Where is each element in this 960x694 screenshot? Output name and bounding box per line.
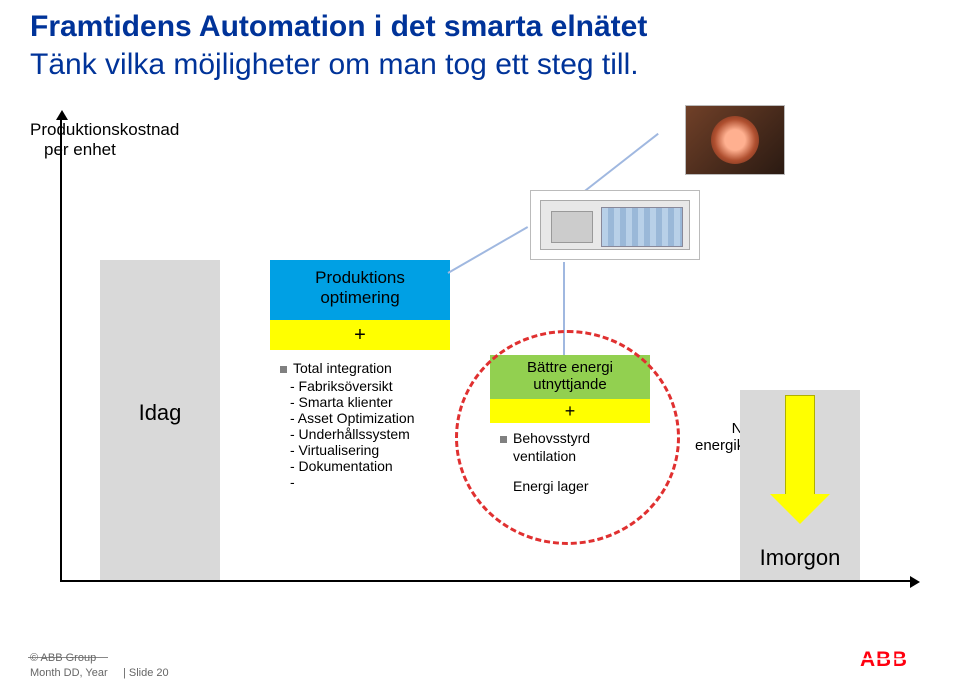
opt-list-item: - Dokumentation (280, 458, 480, 474)
abb-logo: ABB (860, 645, 930, 678)
opt-list-item: - Fabriksöversikt (280, 378, 480, 394)
container-image (530, 190, 700, 260)
y-axis-label-line1: Produktionskostnad (30, 120, 179, 140)
turbine-image (685, 105, 785, 175)
connector-line (448, 226, 529, 274)
x-axis (60, 580, 910, 582)
opt-box-plus: + (270, 320, 450, 350)
slide-title-line2: Tänk vilka möjligheter om man tog ett st… (30, 48, 639, 82)
idag-label: Idag (100, 400, 220, 426)
y-axis (60, 120, 62, 580)
slide-root: Framtidens Automation i det smarta elnät… (0, 0, 960, 694)
opt-box-line2: optimering (270, 288, 450, 308)
opt-list-item: - Smarta klienter (280, 394, 480, 410)
footer-line2: Month DD, Year | Slide 20 (30, 666, 169, 680)
opt-list-item: - Asset Optimization (280, 410, 480, 426)
down-arrow-icon (770, 395, 830, 525)
opt-list-item: - Virtualisering (280, 442, 480, 458)
opt-list: Total integration - Fabriksöversikt - Sm… (280, 360, 480, 490)
opt-box-line1: Produktions (270, 268, 450, 288)
opt-box: Produktions optimering (270, 260, 450, 320)
footer-text: © ABB Group Month DD, Year | Slide 20 (30, 651, 169, 680)
opt-list-item: - (280, 474, 480, 490)
abb-logo-icon: ABB (860, 645, 930, 673)
opt-list-item: - Underhållssystem (280, 426, 480, 442)
imorgon-label: Imorgon (740, 545, 860, 571)
y-axis-label: Produktionskostnad per enhet (30, 120, 179, 160)
slide-title-line1: Framtidens Automation i det smarta elnät… (30, 10, 647, 44)
highlight-oval (455, 330, 680, 545)
opt-list-head: Total integration (280, 360, 480, 376)
y-axis-label-line2: per enhet (30, 140, 179, 160)
footer-line1: © ABB Group (30, 651, 169, 665)
bullet-icon (280, 366, 287, 373)
